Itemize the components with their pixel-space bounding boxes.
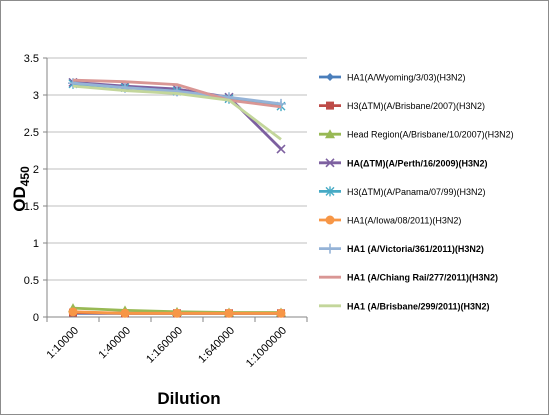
y-tick-labels: 0 0.5 1 1.5 2 2.5 3 3.5 <box>24 53 39 324</box>
legend-item: Head Region(A/Brisbane/10/2007)(H3N2) <box>319 129 514 140</box>
legend-label: HA1 (A/Victoria/361/2011)(H3N2) <box>347 244 484 254</box>
y-tick-label: 2.5 <box>24 127 39 139</box>
legend-label: Head Region(A/Brisbane/10/2007)(H3N2) <box>347 130 514 140</box>
legend-item: H3(ΔTM)(A/Brisbane/2007)(H3N2) <box>319 101 485 111</box>
x-tick-labels: 1:10000 1:40000 1:160000 1:640000 1:1000000 <box>45 325 290 370</box>
y-tick-label: 3 <box>33 90 39 102</box>
legend-item: HA1 (A/Chiang Rai/277/2011)(H3N2) <box>319 273 498 283</box>
y-tick-label: 0.5 <box>24 275 39 287</box>
legend-label: H3(ΔTM)(A/Panama/07/99)(H3N2) <box>347 187 486 197</box>
data-point <box>276 308 286 318</box>
data-point <box>172 308 182 318</box>
legend-label: HA1 (A/Brisbane/299/2011)(H3N2) <box>347 301 490 311</box>
data-point <box>326 73 334 81</box>
y-tick-label: 0 <box>33 312 39 324</box>
x-tick-label: 1:1000000 <box>244 325 289 370</box>
data-point <box>325 215 335 225</box>
legend-item: H3(ΔTM)(A/Panama/07/99)(H3N2) <box>319 186 486 197</box>
legend-item: HA(ΔTM)(A/Perth/16/2009)(H3N2) <box>319 158 488 168</box>
legend-label: HA1 (A/Chiang Rai/277/2011)(H3N2) <box>347 273 498 283</box>
legend-label: HA1(A/Wyoming/3/03)(H3N2) <box>347 73 465 83</box>
data-point <box>325 243 335 254</box>
data-point <box>276 98 286 109</box>
data-point <box>325 158 335 168</box>
legend-label: HA(ΔTM)(A/Perth/16/2009)(H3N2) <box>347 158 488 168</box>
series-layer <box>68 77 286 318</box>
x-tick-label: 1:640000 <box>196 325 237 366</box>
legend-item: HA1 (A/Brisbane/299/2011)(H3N2) <box>319 301 490 311</box>
data-point <box>224 308 234 318</box>
legend-item: HA1 (A/Victoria/361/2011)(H3N2) <box>319 243 484 254</box>
series-7 <box>68 78 286 109</box>
series-9 <box>72 84 282 141</box>
data-point <box>325 129 335 139</box>
data-point <box>120 308 130 318</box>
y-tick-label: 3.5 <box>24 53 39 65</box>
x-tick-label: 1:10000 <box>45 325 82 362</box>
y-axis-title-subscript: 450 <box>18 166 32 186</box>
data-point <box>68 307 78 317</box>
x-axis-title: Dilution <box>157 389 220 408</box>
x-tick-label: 1:40000 <box>97 325 134 362</box>
series-line <box>72 84 282 141</box>
axes <box>43 57 308 322</box>
y-axis-title: OD450 <box>10 166 32 212</box>
data-point <box>325 186 335 197</box>
series-8 <box>72 78 282 109</box>
legend-label: H3(ΔTM)(A/Brisbane/2007)(H3N2) <box>347 101 485 111</box>
y-tick-label: 2 <box>33 164 39 176</box>
legend: HA1(A/Wyoming/3/03)(H3N2) H3(ΔTM)(A/Brisb… <box>319 73 514 311</box>
legend-item: HA1(A/Iowa/08/2011)(H3N2) <box>319 215 461 226</box>
series-line <box>72 78 282 109</box>
legend-item: HA1(A/Wyoming/3/03)(H3N2) <box>319 73 465 83</box>
series-6 <box>68 307 286 318</box>
y-tick-label: 1 <box>33 238 39 250</box>
x-tick-label: 1:160000 <box>144 325 185 366</box>
y-axis-title-main: OD <box>10 186 29 212</box>
data-point <box>326 101 334 110</box>
y-tick-label: 1.5 <box>24 201 39 213</box>
legend-label: HA1(A/Iowa/08/2011)(H3N2) <box>347 216 461 226</box>
data-point <box>276 144 286 154</box>
